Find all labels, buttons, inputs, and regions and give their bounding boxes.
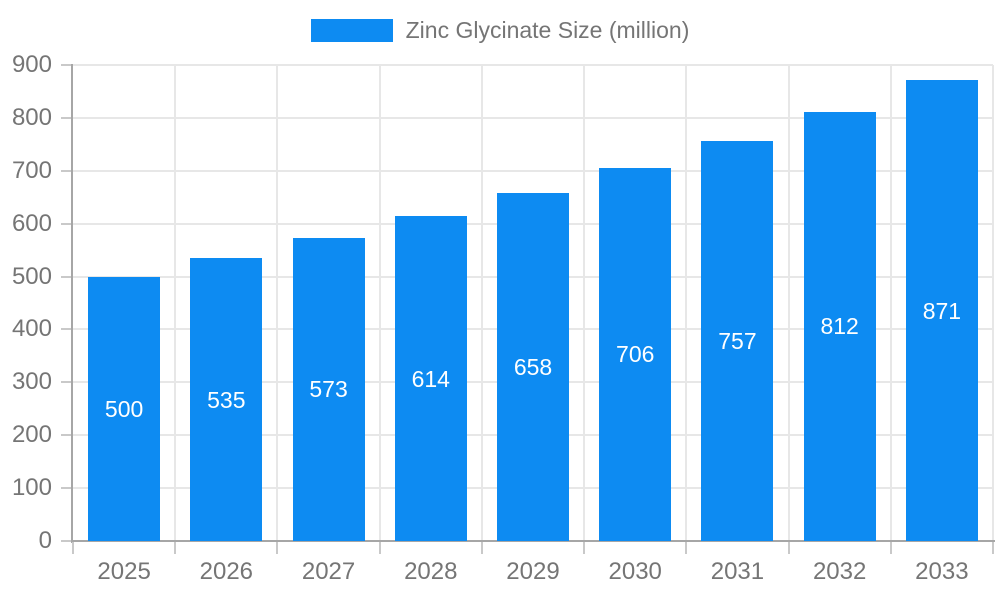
bar-value-label: 573: [309, 376, 348, 403]
y-axis-tick-label: 600: [11, 209, 52, 237]
x-axis-line: [65, 540, 995, 542]
x-axis-tick: [889, 542, 892, 554]
y-axis-tick: [61, 222, 71, 225]
legend-label: Zinc Glycinate Size (million): [405, 17, 690, 43]
y-axis-tick-label: 700: [11, 156, 52, 184]
y-axis-tick: [61, 169, 71, 172]
y-axis-tick-label: 800: [11, 103, 52, 131]
x-axis-tick: [72, 542, 74, 554]
y-axis-tick-label: 500: [11, 262, 52, 290]
y-axis-tick: [61, 434, 71, 437]
x-axis-tick-label: 2025: [97, 558, 151, 585]
plot-area: 500 535 573 614 658 706 757 812 871 0 100 200 300 40…: [12, 51, 995, 585]
x-axis-tick-label: 2029: [506, 558, 560, 585]
bar-value-label: 706: [616, 341, 655, 368]
bar-value-label: 871: [922, 297, 962, 324]
x-axis-tick: [480, 542, 483, 554]
y-axis-line: [71, 64, 73, 543]
bar-2026[interactable]: [190, 258, 263, 541]
y-axis-tick-label: 200: [11, 421, 52, 449]
x-axis-tick-label: 2028: [404, 558, 458, 585]
x-axis-tick-label: 2032: [812, 558, 867, 585]
legend[interactable]: Zinc Glycinate Size (million): [0, 17, 1000, 44]
bar-2027[interactable]: [292, 237, 365, 541]
bar-2033[interactable]: [905, 80, 978, 541]
x-axis-tick: [276, 542, 279, 554]
bar-2031[interactable]: [701, 140, 774, 541]
x-axis-tick-label: 2026: [199, 558, 254, 585]
y-axis-tick: [61, 487, 71, 490]
bar-value-label: 757: [718, 327, 757, 354]
bar-value-label: 500: [104, 395, 144, 422]
bar-value-label: 812: [820, 313, 859, 340]
y-axis-tick: [61, 540, 71, 542]
y-axis-tick: [61, 275, 71, 278]
x-axis-tick: [583, 542, 586, 554]
x-axis-tick-label: 2027: [301, 558, 356, 585]
y-axis-tick-label: 100: [11, 474, 52, 502]
gridline-horizontal: [73, 169, 993, 172]
bar-2032[interactable]: [803, 111, 876, 541]
x-axis-tick-label: 2031: [710, 558, 765, 585]
x-axis-tick: [787, 542, 790, 554]
bar-value-label: 658: [513, 353, 553, 380]
bar-2030[interactable]: [599, 167, 672, 541]
y-axis-tick: [61, 116, 71, 119]
gridline-vertical: [583, 65, 586, 541]
legend-swatch: [310, 19, 393, 42]
y-axis-tick: [61, 64, 71, 66]
gridline-vertical: [174, 65, 177, 541]
gridline-vertical: [787, 65, 790, 541]
x-axis-tick-label: 2033: [915, 558, 969, 585]
bar-2025[interactable]: [88, 276, 161, 541]
y-axis-tick: [61, 328, 71, 331]
gridline-horizontal: [73, 64, 993, 66]
bar-value-label: 614: [411, 365, 450, 392]
gridline-horizontal: [73, 116, 993, 119]
x-axis-tick-label: 2030: [608, 558, 662, 585]
bar-2029[interactable]: [497, 192, 569, 541]
gridline-vertical: [378, 65, 381, 541]
x-axis-tick: [685, 542, 688, 554]
gridline-vertical: [889, 65, 892, 541]
bar-2028[interactable]: [394, 216, 467, 541]
x-axis-tick: [174, 542, 177, 554]
y-axis-tick-label: 400: [11, 315, 52, 343]
gridline-vertical: [276, 65, 279, 541]
y-axis-tick-label: 0: [38, 527, 52, 554]
gridline-vertical: [480, 65, 483, 541]
gridline-vertical: [992, 65, 994, 541]
y-axis-tick-label: 900: [11, 51, 52, 78]
gridline-vertical: [685, 65, 688, 541]
y-axis-tick-label: 300: [11, 368, 52, 396]
bar-value-label: 535: [207, 386, 246, 413]
y-axis-tick: [61, 381, 71, 384]
x-axis-tick: [378, 542, 381, 554]
x-axis-tick: [992, 542, 994, 554]
